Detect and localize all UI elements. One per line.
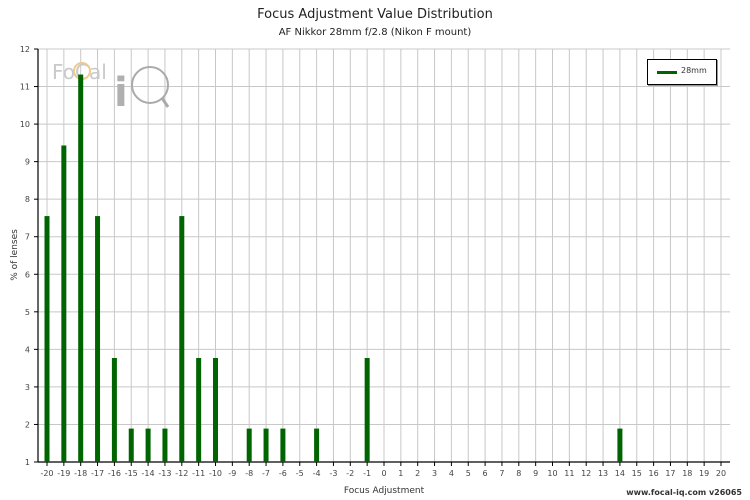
bar	[111, 357, 117, 462]
y-tick-label: 3	[25, 383, 30, 392]
x-tick-label: 19	[699, 469, 709, 478]
x-tick-label: 15	[632, 469, 642, 478]
y-tick-label: 5	[25, 308, 30, 317]
watermark-handle	[160, 97, 170, 108]
y-tick-label: 2	[25, 420, 30, 429]
x-tick-label: 11	[564, 469, 574, 478]
x-tick-label: 3	[432, 469, 437, 478]
legend: 28mm	[647, 59, 717, 85]
x-tick-label: -3	[329, 469, 337, 478]
x-tick-label: -4	[313, 469, 321, 478]
x-tick-label: -6	[279, 469, 287, 478]
x-tick-label: -8	[245, 469, 253, 478]
x-tick-label: 5	[466, 469, 471, 478]
y-tick-label: 4	[25, 345, 30, 354]
x-tick-label: -5	[296, 469, 304, 478]
x-tick-label: -2	[346, 469, 354, 478]
x-tick-label: 12	[581, 469, 591, 478]
bar	[128, 428, 134, 462]
x-tick-label: -1	[363, 469, 371, 478]
x-tick-label: -14	[142, 469, 155, 478]
watermark-iq: i	[114, 70, 128, 116]
bar	[246, 428, 252, 462]
chart-subtitle: AF Nikkor 28mm f/2.8 (Nikon F mount)	[278, 27, 472, 38]
y-tick-label: 1	[25, 458, 30, 467]
y-tick-label: 6	[25, 270, 30, 279]
x-axis-label: Focus Adjustment	[344, 486, 425, 496]
bar	[145, 428, 151, 462]
credit-text: www.focal-iq.com v26065	[626, 488, 742, 497]
x-tick-label: 10	[547, 469, 557, 478]
bar	[196, 357, 202, 462]
y-axis-label: % of lenses	[10, 229, 20, 281]
x-tick-label: 20	[716, 469, 726, 478]
x-tick-label: 13	[598, 469, 608, 478]
x-tick-label: 1	[398, 469, 403, 478]
x-tick-label: 0	[381, 469, 386, 478]
x-tick-label: -9	[228, 469, 236, 478]
bar	[95, 216, 101, 462]
x-tick-label: -11	[192, 469, 205, 478]
legend-label: 28mm	[681, 66, 707, 75]
y-tick-label: 12	[20, 45, 30, 54]
bar	[61, 145, 67, 462]
legend-swatch	[657, 71, 677, 74]
bar	[179, 216, 185, 462]
x-tick-label: -16	[108, 469, 121, 478]
x-tick-label: 8	[516, 469, 521, 478]
y-tick-label: 11	[20, 83, 30, 92]
x-tick-label: -13	[158, 469, 171, 478]
bar	[162, 428, 168, 462]
y-tick-label: 10	[20, 120, 30, 129]
x-tick-label: 6	[483, 469, 488, 478]
bar	[78, 74, 84, 462]
x-tick-label: 9	[533, 469, 538, 478]
y-tick-label: 8	[25, 195, 30, 204]
bar	[617, 428, 623, 462]
x-tick-label: 4	[449, 469, 454, 478]
x-tick-label: -7	[262, 469, 270, 478]
chart-title: Focus Adjustment Value Distribution	[257, 7, 493, 22]
bar	[213, 357, 218, 462]
bar	[280, 428, 286, 462]
x-tick-label: 14	[615, 469, 625, 478]
bar	[263, 428, 269, 462]
x-tick-label: 7	[499, 469, 504, 478]
x-tick-label: -10	[209, 469, 222, 478]
x-tick-label: 2	[415, 469, 420, 478]
x-tick-label: -18	[74, 469, 87, 478]
x-tick-label: -20	[40, 469, 53, 478]
x-tick-label: -17	[91, 469, 104, 478]
y-tick-label: 9	[25, 158, 30, 167]
x-tick-label: -15	[125, 469, 138, 478]
x-tick-label: -12	[175, 469, 188, 478]
x-tick-label: -19	[57, 469, 70, 478]
y-tick-label: 7	[25, 233, 30, 242]
bar	[314, 428, 320, 462]
bar	[44, 216, 50, 462]
x-tick-label: 17	[665, 469, 675, 478]
watermark-magnifier-icon	[131, 66, 169, 104]
x-tick-label: 16	[649, 469, 659, 478]
x-tick-label: 18	[682, 469, 692, 478]
bar	[364, 357, 370, 462]
